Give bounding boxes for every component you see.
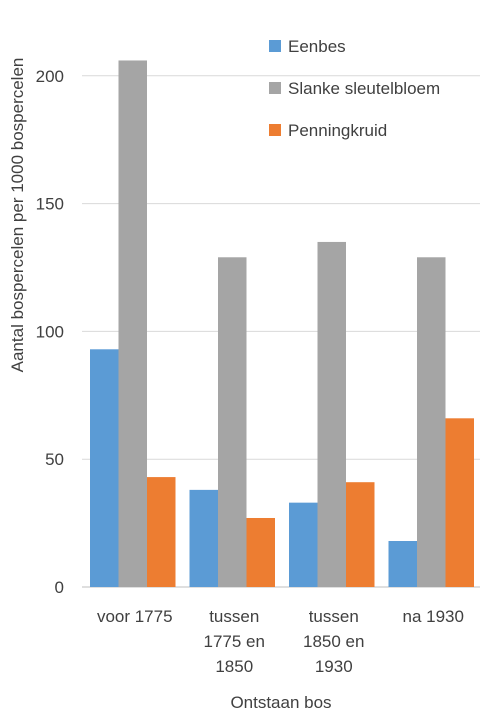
x-category-label: na 1930 [403,607,464,626]
bars [90,60,474,588]
y-tick-label: 100 [36,322,64,341]
bar-slanke-sleutelbloem [317,241,346,587]
legend-swatch [269,124,281,136]
y-axis-title: Aantal bospercelen per 1000 bospercelen [8,58,27,373]
y-tick-label: 200 [36,67,64,86]
bar-penningkruid [445,418,474,587]
bar-penningkruid [346,482,375,587]
bar-penningkruid [246,517,275,587]
bar-slanke-sleutelbloem [118,60,147,588]
bar-slanke-sleutelbloem [218,257,247,587]
x-category-label: 1850 [215,657,253,676]
y-axis-ticks: 0 50 100 150 200 [36,67,64,597]
y-tick-label: 50 [45,450,64,469]
x-category-label: 1930 [315,657,353,676]
x-axis-title: Ontstaan bos [230,693,331,712]
x-category-label: 1775 en [204,632,265,651]
legend-label: Eenbes [288,37,346,56]
legend-label: Slanke sleutelbloem [288,79,440,98]
bar-eenbes [289,502,318,587]
bar-eenbes [189,489,218,587]
bar-eenbes [90,349,119,587]
bar-slanke-sleutelbloem [417,257,446,587]
x-category-label: voor 1775 [97,607,173,626]
x-category-label: tussen [309,607,359,626]
legend-swatch [269,40,281,52]
bar-penningkruid [147,477,176,587]
x-axis-categories: voor 1775 tussen 1775 en 1850 tussen 1850 en 1… [97,607,464,676]
x-category-label: 1850 en [303,632,364,651]
legend-label: Penningkruid [288,121,387,140]
bar-eenbes [388,540,417,587]
y-tick-label: 0 [55,578,64,597]
x-category-label: tussen [209,607,259,626]
legend: Eenbes Slanke sleutelbloem Penningkruid [269,37,440,140]
y-tick-label: 150 [36,195,64,214]
legend-swatch [269,82,281,94]
